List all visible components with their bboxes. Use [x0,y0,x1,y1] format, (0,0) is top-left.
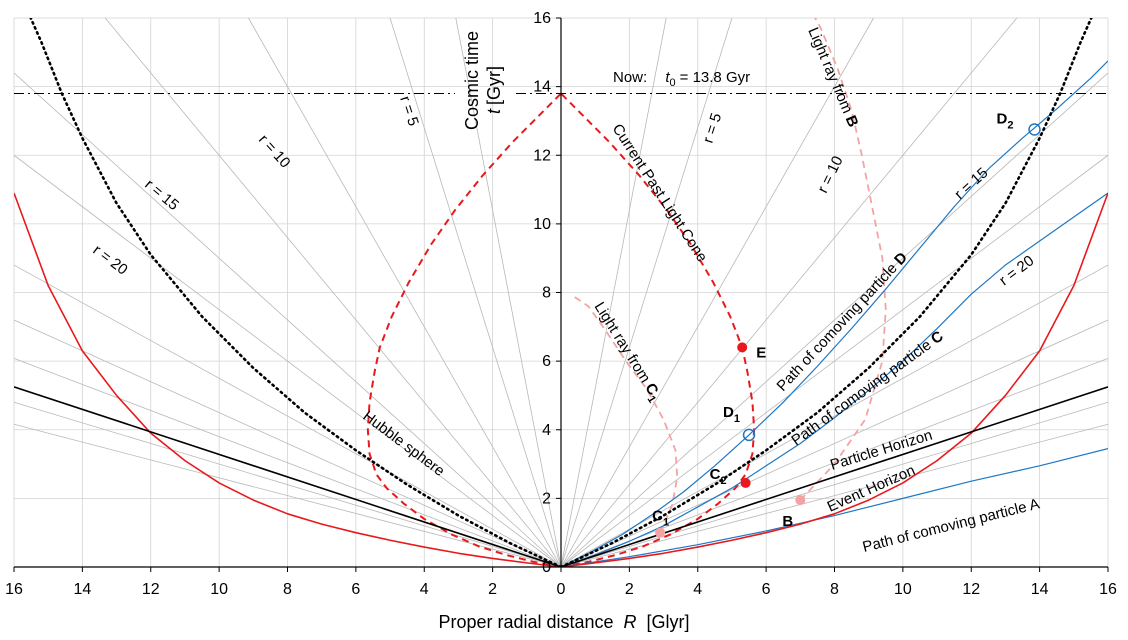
x-tick-label: 10 [210,581,228,598]
series-current-past-light-cone-mirror [366,92,562,567]
y-tick-labels: 0 2 4 6 8 10 12 14 16 [533,10,561,576]
y-tick-label: 8 [542,285,551,302]
y-tick-label: 10 [533,216,551,233]
now-label: Now: t0 = 13.8 Gyr [613,69,750,89]
event-markers: E C2 C1 B D1 D2 [652,111,1041,538]
data-series [14,18,1108,567]
comoving-worldline-left-1 [389,17,562,568]
comoving-worldline-left-8 [13,358,562,568]
comoving-worldline-right-9 [560,401,1109,568]
point-c2-label: C2 [710,466,727,487]
point-c1-label: C1 [652,508,669,529]
comoving-worldline-left-10 [13,423,562,568]
label-light-ray-c1: Light ray fromC1 [588,299,665,405]
point-c1-marker [655,527,666,538]
series-hubble-sphere-mirror [29,18,563,567]
x-axis-label: Proper radial distance R [Glyr] [438,612,689,632]
label-r20-left: r = 20 [90,242,131,279]
label-light-ray-b: Light ray fromB [804,25,861,130]
series-path-of-comoving-particle-d [560,60,1108,567]
point-b-label: B [782,513,793,530]
point-b-marker [795,495,806,506]
comoving-worldline-right-6 [560,264,1109,568]
series-event-horizon-mirror [14,192,562,567]
point-d2-label: D2 [996,111,1013,132]
x-tick-label: 2 [625,581,634,598]
label-r10-right: r = 10 [814,153,846,195]
series-light-ray-from-b [799,18,887,501]
comoving-worldline-right-1 [560,17,733,568]
comoving-worldline-left-3 [104,17,562,568]
x-tick-label: 0 [557,581,566,598]
comoving-worldline-right-10 [560,423,1109,568]
point-e-label: E [756,344,766,361]
label-r5-right: r = 5 [700,111,726,145]
x-tick-label: 8 [283,581,292,598]
comoving-worldline-left-4 [13,72,562,568]
x-tick-label: 12 [962,581,980,598]
y-axis-label-line1: Cosmic time [462,31,482,130]
point-c2-marker [740,477,751,488]
series-path-of-comoving-particle-a [560,448,1108,567]
y-tick-label: 12 [533,147,551,164]
x-tick-label: 14 [73,581,91,598]
series-particle-horizon-mirror [14,386,562,567]
x-tick-label: 6 [351,581,360,598]
y-tick-label: 6 [542,353,551,370]
y-tick-label: 16 [533,10,551,27]
comoving-worldline-right-7 [560,319,1109,568]
comoving-worldline-left-9 [13,401,562,568]
x-tick-label: 6 [762,581,771,598]
point-d2-marker [1028,123,1041,136]
series-current-past-light-cone [560,92,756,567]
x-tick-label: 16 [5,581,23,598]
comoving-worldline-left-6 [13,264,562,568]
comoving-worldline-right-4 [560,72,1109,568]
x-tick-label: 8 [830,581,839,598]
series-path-of-comoving-particle-c [560,192,1108,567]
comoving-worldline-left-5 [13,154,562,568]
label-r20-right: r = 20 [996,252,1037,289]
y-tick-label: 2 [542,490,551,507]
x-tick-labels: 16 14 12 10 8 6 4 2 0 2 4 6 8 10 12 14 16 [5,567,1117,598]
x-tick-label: 4 [693,581,702,598]
comoving-worldline-left-0 [455,17,562,568]
point-e-marker [737,342,748,353]
comoving-worldline-right-0 [560,17,667,568]
y-tick-label: 0 [542,559,551,576]
comoving-worldline-right-5 [560,154,1109,568]
x-tick-label: 16 [1099,581,1117,598]
y-tick-label: 4 [542,422,551,439]
label-path-a: Path of comoving particle A [861,495,1041,555]
y-axis-label-line2: t[Gyr] [484,66,504,114]
comoving-worldline-right-3 [560,17,1018,568]
point-d1-label: D1 [723,404,740,425]
series-light-ray-from-c1 [572,295,679,534]
x-tick-label: 10 [894,581,912,598]
label-r5-left: r = 5 [396,94,422,128]
x-tick-label: 4 [420,581,429,598]
series-event-horizon [560,192,1108,567]
x-tick-label: 12 [142,581,160,598]
comoving-worldline-left-7 [13,319,562,568]
y-tick-label: 14 [533,79,551,96]
label-r15-left: r = 15 [141,176,182,214]
x-tick-label: 2 [488,581,497,598]
point-d1-marker [742,428,756,442]
series-hubble-sphere [559,18,1093,567]
label-current-past-light-cone: Current Past Light Cone [609,121,711,265]
x-tick-label: 14 [1031,581,1049,598]
label-hubble-sphere: Hubble sphere [360,408,448,480]
series-particle-horizon [560,386,1108,567]
